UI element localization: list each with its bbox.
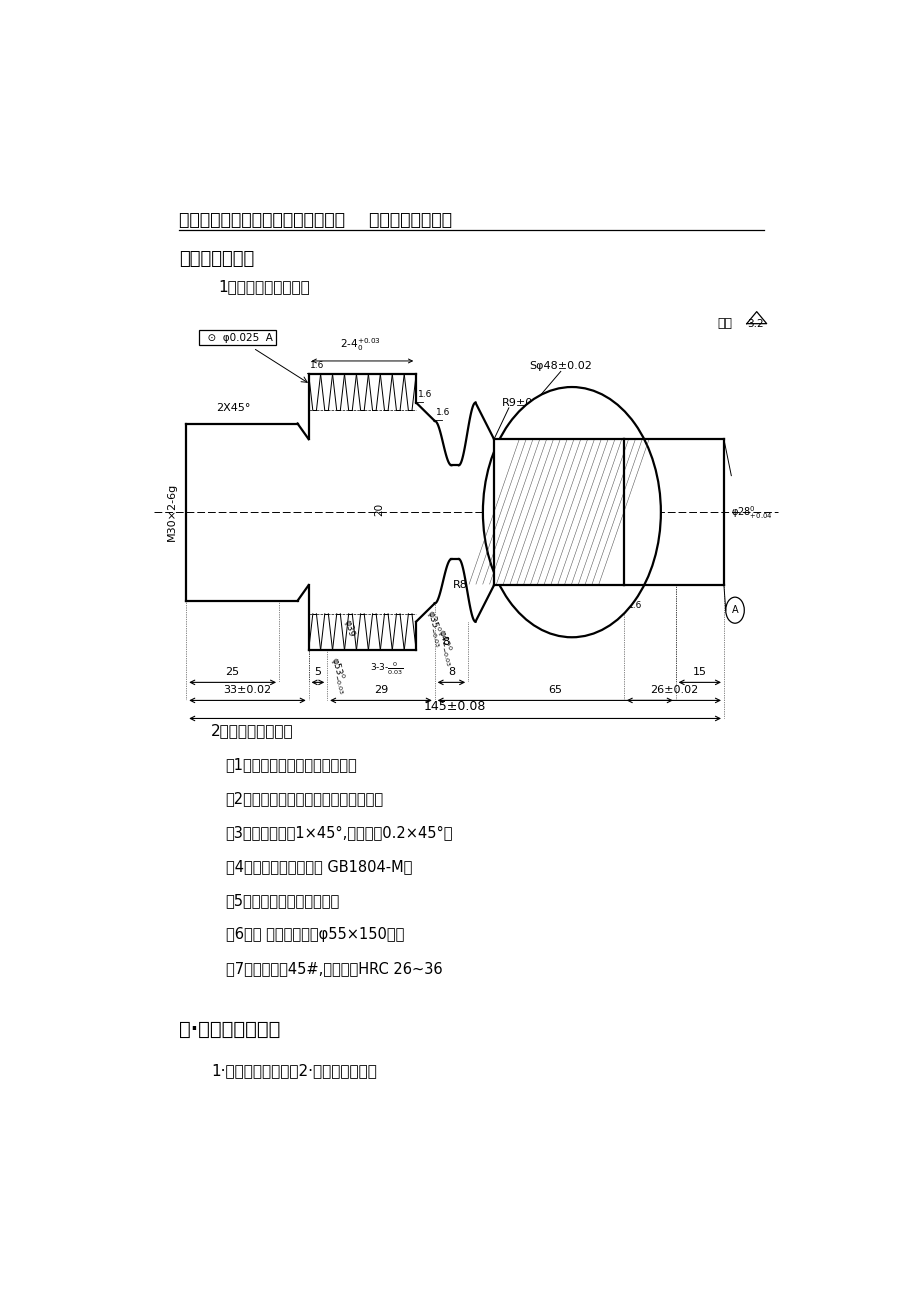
Text: 1.6: 1.6 xyxy=(627,600,641,609)
Text: 20: 20 xyxy=(374,503,383,516)
Text: Sφ48±0.02: Sφ48±0.02 xyxy=(528,362,592,371)
Text: 1.6: 1.6 xyxy=(436,408,450,417)
Text: M30×2-6g: M30×2-6g xyxy=(167,483,176,542)
Text: 1、零件图如图所示：: 1、零件图如图所示： xyxy=(218,280,310,294)
Text: 29: 29 xyxy=(373,685,388,695)
Text: ⊙  φ0.025  A: ⊙ φ0.025 A xyxy=(201,333,273,342)
Text: R9±0.02: R9±0.02 xyxy=(501,398,550,408)
Text: 二·设计具体要求：: 二·设计具体要求： xyxy=(179,1021,280,1039)
Bar xyxy=(494,439,623,585)
Text: φ39: φ39 xyxy=(342,618,355,638)
Text: 65: 65 xyxy=(548,685,562,695)
Text: 1.6: 1.6 xyxy=(310,361,324,370)
Text: φ28$^{0}_{+0.04}$: φ28$^{0}_{+0.04}$ xyxy=(731,504,772,521)
Text: （2）、不准用砂布及锉刀等修饰表面。: （2）、不准用砂布及锉刀等修饰表面。 xyxy=(225,790,383,806)
Text: 25: 25 xyxy=(225,668,240,677)
Text: 3-3-$\frac{0}{0.03}$: 3-3-$\frac{0}{0.03}$ xyxy=(369,660,403,677)
Text: 2-4$^{+0.03}_{0}$: 2-4$^{+0.03}_{0}$ xyxy=(340,336,380,353)
Text: 145±0.08: 145±0.08 xyxy=(424,700,486,713)
Text: 15: 15 xyxy=(692,668,706,677)
Text: 2X45°: 2X45° xyxy=(216,404,250,413)
Text: A: A xyxy=(731,605,738,615)
Text: 8: 8 xyxy=(448,668,455,677)
Text: （1）、以中批量生产条件编程。: （1）、以中批量生产条件编程。 xyxy=(225,756,357,772)
Text: 课题一：零件的数控加工工艺的编制    指导老师：李记春: 课题一：零件的数控加工工艺的编制 指导老师：李记春 xyxy=(179,211,451,229)
Text: 一、设计条件：: 一、设计条件： xyxy=(179,250,255,268)
Text: 2、技术要求如下：: 2、技术要求如下： xyxy=(211,723,293,738)
Text: 33±0.02: 33±0.02 xyxy=(223,685,271,695)
Text: φ53$^{0}_{-0.03}$: φ53$^{0}_{-0.03}$ xyxy=(327,655,351,697)
Text: φ35$^{0}_{-0.03}$: φ35$^{0}_{-0.03}$ xyxy=(422,608,447,650)
Text: （6）、 毛坯尺寸：（φ55×150）。: （6）、 毛坯尺寸：（φ55×150）。 xyxy=(225,927,403,943)
Text: （3）、未注倒角1×45°,锐角倒钝0.2×45°。: （3）、未注倒角1×45°,锐角倒钝0.2×45°。 xyxy=(225,825,452,840)
Text: 3.2: 3.2 xyxy=(746,319,763,328)
Text: φ42$^{0}_{-0.03}$: φ42$^{0}_{-0.03}$ xyxy=(433,626,458,668)
Text: 1.6: 1.6 xyxy=(417,389,432,398)
Text: 1.6: 1.6 xyxy=(616,600,630,609)
Text: 26±0.02: 26±0.02 xyxy=(649,685,698,695)
Ellipse shape xyxy=(482,387,660,637)
Text: 其余: 其余 xyxy=(717,316,732,329)
Text: （4）、未注公差尺寸按 GB1804-M。: （4）、未注公差尺寸按 GB1804-M。 xyxy=(225,859,412,874)
Text: （7）、材料：45#,调质处理HRC 26~36: （7）、材料：45#,调质处理HRC 26~36 xyxy=(225,961,442,976)
Text: （5）、端面允许打中心孔。: （5）、端面允许打中心孔。 xyxy=(225,893,339,907)
Text: R8: R8 xyxy=(453,579,468,590)
Text: 8: 8 xyxy=(442,637,448,647)
Text: 5: 5 xyxy=(314,668,321,677)
Text: 1·编制工艺过程卡；2·计算编程尺寸；: 1·编制工艺过程卡；2·计算编程尺寸； xyxy=(211,1064,377,1078)
